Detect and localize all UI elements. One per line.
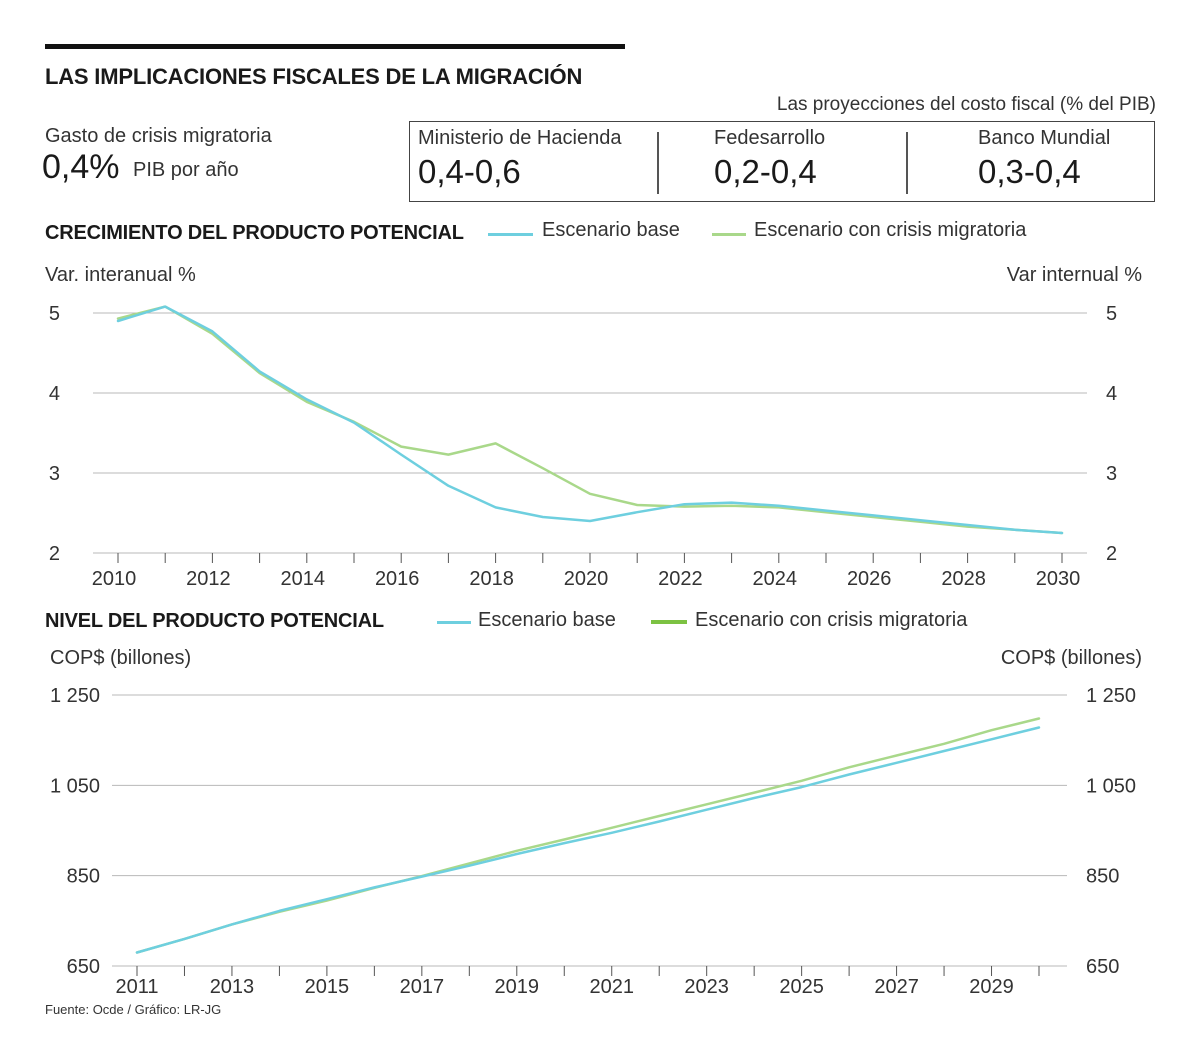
y-tick-label-right: 650 (1086, 956, 1119, 978)
chart1-title: CRECIMIENTO DEL PRODUCTO POTENCIAL (45, 222, 464, 244)
gasto-label: Gasto de crisis migratoria (45, 125, 272, 147)
y-tick-label-right: 1 250 (1086, 685, 1136, 707)
legend2-base-swatch (437, 621, 471, 624)
chart2-ylabel-left: COP$ (billones) (50, 647, 192, 669)
projection-divider (906, 132, 908, 194)
y-tick-label-left: 650 (67, 956, 100, 978)
legend-base-label: Escenario base (542, 219, 680, 241)
legend2-base-label: Escenario base (478, 609, 616, 631)
x-tick-label: 2023 (684, 976, 729, 998)
x-tick-label: 2024 (753, 568, 798, 590)
y-tick-label-right: 3 (1106, 463, 1117, 485)
projection-value: 0,4-0,6 (418, 153, 521, 190)
chart1-ylabel-right: Var internual % (1006, 264, 1142, 286)
chart2-ylabel-right: COP$ (billones) (1000, 647, 1142, 669)
x-tick-label: 2030 (1036, 568, 1081, 590)
series-line-crisis (135, 717, 1041, 954)
page-title: LAS IMPLICACIONES FISCALES DE LA MIGRACI… (45, 64, 583, 89)
y-tick-label-left: 5 (49, 303, 60, 325)
legend-crisis-swatch (712, 233, 746, 236)
projection-value: 0,3-0,4 (978, 153, 1081, 190)
x-tick-label: 2027 (874, 976, 919, 998)
y-tick-label-right: 850 (1086, 866, 1119, 888)
y-tick-label-left: 1 050 (50, 775, 100, 797)
legend2-crisis-swatch (651, 620, 687, 624)
y-tick-label-left: 4 (49, 383, 60, 405)
x-tick-label: 2022 (658, 568, 703, 590)
x-tick-label: 2010 (92, 568, 137, 590)
projection-value: 0,2-0,4 (714, 153, 817, 190)
x-tick-label: 2016 (375, 568, 420, 590)
y-tick-label-left: 2 (49, 543, 60, 565)
series-line-base (116, 305, 1064, 535)
projection-divider (657, 132, 659, 194)
legend-crisis-label: Escenario con crisis migratoria (754, 219, 1027, 241)
y-tick-label-right: 1 050 (1086, 775, 1136, 797)
x-tick-label: 2015 (305, 976, 350, 998)
projection-fedesarrollo: Fedesarrollo 0,2-0,4 (659, 122, 907, 201)
legend2-crisis-label: Escenario con crisis migratoria (695, 609, 968, 631)
x-tick-label: 2028 (941, 568, 986, 590)
y-tick-label-right: 5 (1106, 303, 1117, 325)
chart1-ylabel-left: Var. interanual % (45, 264, 196, 286)
x-tick-label: 2026 (847, 568, 892, 590)
legend-base-swatch (488, 233, 533, 236)
projection-hacienda: Ministerio de Hacienda 0,4-0,6 (410, 122, 658, 201)
x-tick-label: 2029 (969, 976, 1014, 998)
series-line-base (135, 726, 1041, 954)
x-tick-label: 2019 (495, 976, 540, 998)
projection-name: Fedesarrollo (714, 127, 826, 149)
y-tick-label-left: 850 (67, 866, 100, 888)
gasto-value: 0,4% (42, 148, 120, 186)
y-tick-label-right: 2 (1106, 543, 1117, 565)
source-note: Fuente: Ocde / Gráfico: LR-JG (45, 1002, 222, 1017)
chart-level: 1 250 1 250 1 050 1 050 850 850 650 650 2011 2013… (50, 685, 1136, 998)
x-tick-label: 2011 (115, 976, 158, 998)
y-tick-label-left: 3 (49, 463, 60, 485)
x-tick-label: 2014 (281, 568, 326, 590)
gasto-unit: PIB por año (133, 159, 239, 181)
y-tick-label-left: 1 250 (50, 685, 100, 707)
x-tick-label: 2013 (210, 976, 255, 998)
projections-caption: Las proyecciones del costo fiscal (% del… (776, 94, 1156, 115)
chart-growth: 5 5 4 4 3 3 2 2 2010 2012 2014 2016 2018 2020 2022 2024… (49, 303, 1117, 590)
projection-name: Ministerio de Hacienda (418, 127, 622, 149)
projections-box: Ministerio de Hacienda 0,4-0,6 Fedesarro… (409, 121, 1155, 202)
y-tick-label-right: 4 (1106, 383, 1117, 405)
x-tick-label: 2021 (589, 976, 634, 998)
series-line-crisis (116, 305, 1064, 535)
projection-name: Banco Mundial (978, 127, 1111, 149)
x-tick-label: 2017 (400, 976, 445, 998)
x-tick-label: 2025 (779, 976, 824, 998)
x-tick-label: 2018 (469, 568, 514, 590)
projection-banco-mundial: Banco Mundial 0,3-0,4 (908, 122, 1154, 201)
title-rule (45, 44, 625, 49)
x-tick-label: 2012 (186, 568, 231, 590)
chart2-title: NIVEL DEL PRODUCTO POTENCIAL (45, 610, 384, 632)
x-tick-label: 2020 (564, 568, 609, 590)
